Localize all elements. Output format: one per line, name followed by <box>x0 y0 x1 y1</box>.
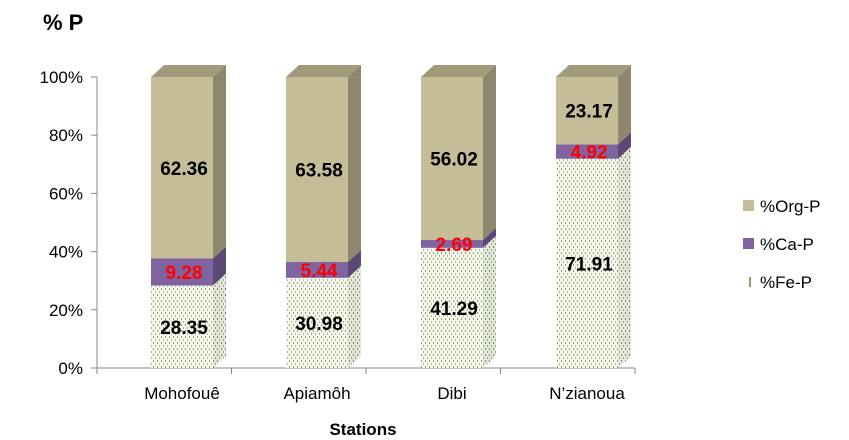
bar-side-orgp <box>618 65 631 145</box>
bar-side-fep <box>213 273 226 368</box>
bar-segment-fep <box>421 247 483 368</box>
data-label: 30.98 <box>295 314 343 335</box>
bar-top-orgp <box>286 65 361 77</box>
x-tick-label: N’zianoua <box>549 384 625 403</box>
legend-swatch <box>749 277 751 287</box>
bar-top-orgp <box>151 65 226 78</box>
data-labels: 28.35 9.28 62.36 30.98 5.44 63.58 41.29 2.69 56.… <box>160 102 613 339</box>
legend-label: %Org-P <box>760 197 820 216</box>
bar-segment-cap <box>556 144 618 159</box>
legend-label: %Ca-P <box>760 235 814 254</box>
y-tick-label: 60% <box>49 184 83 203</box>
bar-segment-orgp <box>151 77 213 259</box>
data-label: 2.69 <box>436 235 473 256</box>
x-tick-label: Dibi <box>437 384 466 403</box>
bar-top-orgp <box>556 65 631 77</box>
bar-segment-cap <box>421 240 483 248</box>
bar-segment-fep <box>556 158 618 368</box>
x-tick-label: Mohofouê <box>144 384 220 403</box>
data-label: 41.29 <box>430 299 478 320</box>
legend-swatch <box>743 200 754 211</box>
data-label: 62.36 <box>160 159 208 180</box>
bar-side-cap <box>618 132 631 159</box>
bar-side-cap <box>483 228 496 248</box>
legend-swatch <box>743 238 754 249</box>
data-label: 5.44 <box>301 261 338 282</box>
data-label: 9.28 <box>166 263 203 284</box>
bar-segment-cap <box>286 262 348 278</box>
data-label: 28.35 <box>160 318 208 339</box>
bar-side-cap <box>213 246 226 286</box>
data-label: 4.92 <box>571 143 608 164</box>
bar-segment-cap <box>151 258 213 286</box>
bar-side-fep <box>348 265 361 368</box>
bar-side-cap <box>348 250 361 278</box>
bar-side-orgp <box>348 65 361 263</box>
bars <box>151 65 631 368</box>
x-tick-label: Apiamôh <box>283 384 350 403</box>
data-label: 63.58 <box>295 161 343 182</box>
data-label: 71.91 <box>565 254 613 275</box>
bar-top-orgp <box>421 65 496 77</box>
y-tick-label: 100% <box>40 68 83 87</box>
y-axis-title: % P <box>43 10 83 35</box>
data-label: 23.17 <box>565 102 613 123</box>
bar-side-fep <box>618 146 631 368</box>
bar-segment-orgp <box>421 77 483 241</box>
y-tick-label: 40% <box>49 243 83 262</box>
bar-side-fep <box>483 235 496 368</box>
bar-segment-fep <box>286 277 348 368</box>
y-tick-label: 20% <box>49 301 83 320</box>
legend-label: %Fe-P <box>760 273 812 292</box>
bar-segment-orgp <box>286 77 348 263</box>
data-label: 56.02 <box>430 150 478 171</box>
bar-segment-orgp <box>556 77 618 145</box>
axes: 0% 20% 40% 60% 80% 100% Mohofouê Apiamôh Dibi N’z… <box>40 68 636 403</box>
x-axis-title: Stations <box>329 420 396 439</box>
legend: %Org-P %Ca-P %Fe-P <box>743 197 820 292</box>
bar-side-orgp <box>483 65 496 241</box>
y-tick-label: 80% <box>49 126 83 145</box>
y-tick-label: 0% <box>58 359 83 378</box>
bar-side-orgp <box>213 65 226 259</box>
bar-segment-fep <box>151 285 213 368</box>
